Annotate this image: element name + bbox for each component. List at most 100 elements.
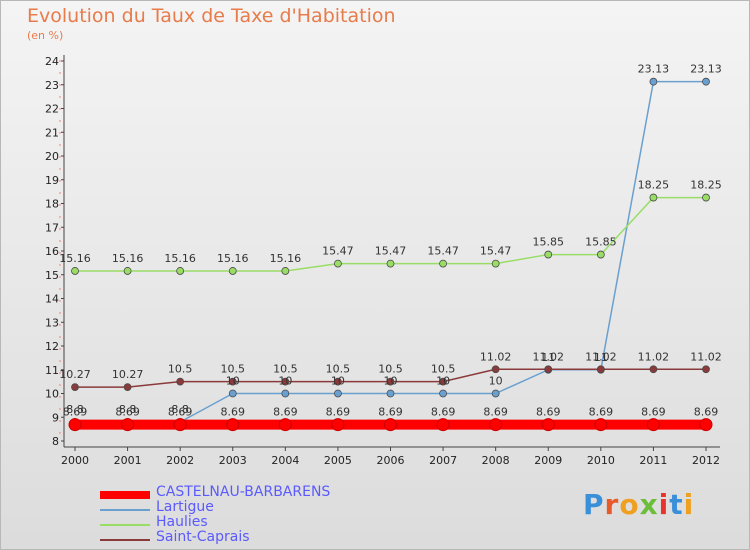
y-tick-label: 13: [45, 316, 59, 329]
axis-dot: [59, 168, 61, 170]
data-label: 8.69: [431, 406, 456, 419]
axis-dot: [59, 180, 61, 182]
data-point: [71, 383, 79, 391]
axis-dot: [59, 324, 61, 326]
data-label: 8.69: [589, 406, 614, 419]
data-label: 15.85: [585, 236, 617, 249]
data-point: [544, 365, 553, 374]
data-label: 11: [541, 351, 555, 364]
axis-dot: [59, 300, 61, 302]
y-tick-label: 16: [45, 245, 59, 258]
data-point: [541, 418, 555, 432]
chart-subtitle: (en %): [27, 29, 64, 42]
y-tick-label: 12: [45, 340, 59, 353]
data-label: 10.5: [221, 363, 246, 376]
data-point: [334, 389, 342, 398]
data-point: [281, 389, 290, 398]
data-point: [649, 365, 658, 374]
data-point: [334, 377, 342, 386]
data-label: 8.69: [168, 406, 193, 419]
data-label: 11.02: [638, 350, 670, 363]
data-label: 10.27: [112, 368, 144, 381]
y-tick-label: 22: [45, 103, 59, 116]
data-point: [436, 418, 450, 432]
y-tick-label: 24: [45, 55, 59, 68]
legend-label: CASTELNAU-BARBARENS: [156, 484, 331, 500]
data-point: [71, 267, 79, 275]
data-label: 10.5: [431, 363, 456, 376]
data-label: 8.69: [378, 406, 403, 419]
axis-dot: [59, 240, 61, 242]
data-label: 23.13: [690, 63, 722, 76]
x-tick-label: 2006: [377, 454, 405, 467]
data-point: [439, 259, 447, 268]
x-tick-label: 2003: [219, 454, 247, 467]
data-point: [123, 383, 132, 391]
data-label: 15.85: [533, 236, 565, 249]
y-tick-label: 9: [52, 411, 59, 424]
data-point: [281, 267, 290, 275]
data-point: [228, 389, 237, 398]
axis-dot: [59, 288, 61, 290]
data-point: [278, 418, 292, 432]
legend-label: Haulies: [156, 514, 208, 530]
data-label: 10.5: [168, 363, 193, 376]
data-label: 15.16: [164, 252, 196, 265]
data-point: [702, 365, 710, 374]
data-label: 8.69: [221, 406, 246, 419]
axis-dot: [59, 384, 61, 386]
data-label: 8.8: [119, 403, 137, 416]
data-label: 11.02: [690, 350, 722, 363]
data-point: [331, 418, 345, 432]
legend-label: Lartigue: [156, 499, 214, 515]
chart-title: Evolution du Taux de Taxe d'Habitation: [27, 5, 396, 27]
data-point: [544, 250, 553, 259]
legend-swatch: [100, 509, 150, 511]
data-point: [173, 418, 187, 432]
data-point: [386, 259, 395, 268]
logo-letter: x: [639, 488, 659, 521]
data-label: 10: [331, 375, 345, 388]
axis-dot: [59, 144, 61, 146]
data-point: [386, 377, 395, 386]
data-label: 8.8: [171, 403, 189, 416]
data-label: 8.69: [115, 406, 140, 419]
y-tick-label: 17: [45, 221, 59, 234]
axis-dot: [59, 216, 61, 218]
data-point: [596, 250, 605, 259]
data-label: 10: [489, 375, 503, 388]
proxiti-logo: Proxiti: [583, 488, 694, 521]
data-point: [176, 377, 185, 386]
data-point: [594, 418, 608, 432]
data-point: [386, 389, 395, 398]
legend-label: Saint-Caprais: [156, 529, 250, 545]
x-tick-label: 2004: [271, 454, 299, 467]
data-point: [649, 193, 658, 202]
axis-dot: [59, 72, 61, 74]
axis-dot: [59, 372, 61, 374]
data-point: [702, 193, 710, 202]
legend-swatch: [100, 491, 150, 499]
data-point: [491, 365, 500, 374]
y-tick-label: 11: [45, 364, 59, 377]
data-label: 15.47: [375, 245, 407, 258]
data-point: [439, 389, 447, 398]
y-tick-label: 10: [45, 388, 59, 401]
data-label: 11.02: [480, 350, 512, 363]
data-label: 11.02: [585, 350, 617, 363]
legend-swatch: [100, 539, 150, 541]
axis-dot: [59, 432, 61, 434]
data-label: 18.25: [638, 179, 670, 192]
y-tick-label: 15: [45, 269, 59, 282]
logo-letter: P: [583, 488, 605, 521]
x-tick-label: 2010: [587, 454, 615, 467]
data-label: 10: [384, 375, 398, 388]
data-label: 15.16: [59, 252, 91, 265]
y-tick-label: 21: [45, 126, 59, 139]
data-label: 18.25: [690, 179, 722, 192]
data-label: 23.13: [638, 63, 670, 76]
data-label: 11.02: [533, 350, 565, 363]
axis-dot: [59, 204, 61, 206]
data-label: 8.69: [273, 406, 298, 419]
